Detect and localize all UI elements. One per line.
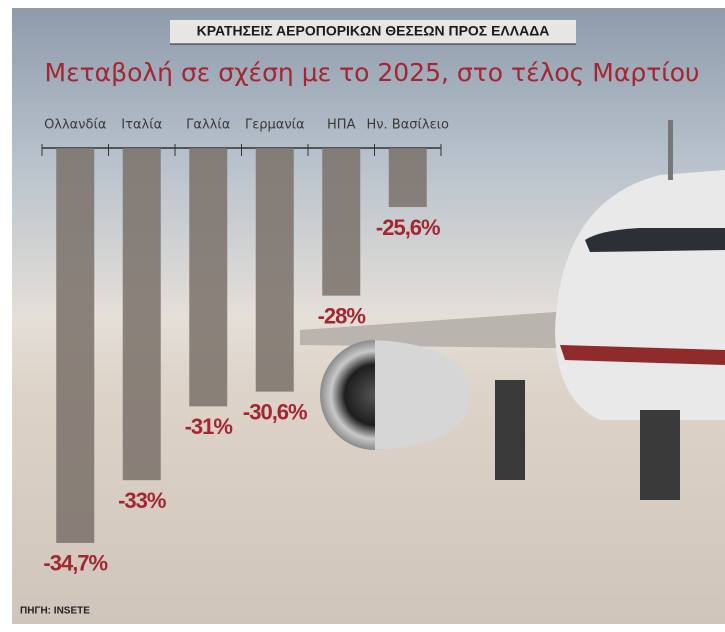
value-label: -28% <box>318 303 366 328</box>
value-label: -33% <box>118 488 166 513</box>
bar <box>189 148 227 406</box>
value-label: -31% <box>185 414 233 439</box>
value-label: -25,6% <box>376 215 440 240</box>
source-note: ΠΗΓΗ: INSETE <box>20 606 90 617</box>
x-tick-label: Γερμανία <box>245 118 305 133</box>
bar <box>322 148 360 296</box>
x-tick-label: Γαλλία <box>186 118 230 133</box>
value-label: -30,6% <box>243 399 307 424</box>
x-tick-label: Ην. Βασίλειο <box>366 118 449 133</box>
bar <box>56 148 94 543</box>
value-label: -34,7% <box>43 551 107 576</box>
chart-subtitle: Μεταβολή σε σχέση με το 2025, στο τέλος … <box>45 58 700 87</box>
bar <box>389 148 427 207</box>
chart: ΚΡΑΤΗΣΕΙΣ ΑΕΡΟΠΟΡΙΚΩΝ ΘΕΣΕΩΝ ΠΡΟΣ ΕΛΛΑΔΑ… <box>0 0 725 632</box>
x-tick-label: Ιταλία <box>121 118 162 133</box>
x-tick-label: ΗΠΑ <box>327 118 356 133</box>
bar <box>256 148 294 392</box>
x-tick-label: Ολλανδία <box>44 118 106 133</box>
bar <box>123 148 161 480</box>
chart-title: ΚΡΑΤΗΣΕΙΣ ΑΕΡΟΠΟΡΙΚΩΝ ΘΕΣΕΩΝ ΠΡΟΣ ΕΛΛΑΔΑ <box>197 23 550 39</box>
